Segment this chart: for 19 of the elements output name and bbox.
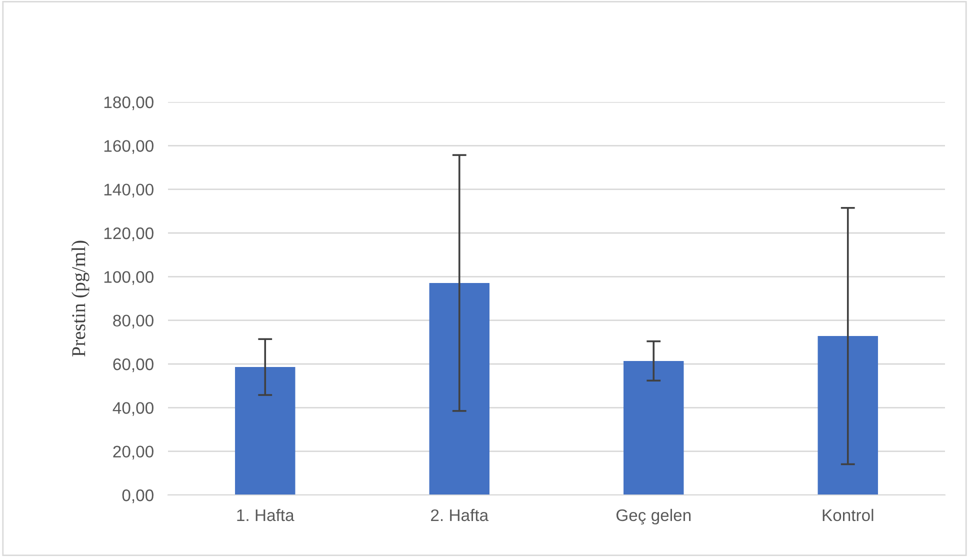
y-tick-label: 60,00 (113, 358, 154, 372)
bar (235, 367, 296, 495)
y-tick-label: 80,00 (113, 314, 154, 329)
y-tick-label: 180,00 (104, 96, 154, 110)
bar (624, 360, 684, 495)
y-tick-label: 140,00 (104, 184, 154, 198)
y-tick-label: 120,00 (104, 227, 154, 242)
x-tick-label: 1. Hafta (237, 508, 294, 522)
y-tick-label: 40,00 (112, 402, 154, 416)
y-tick-label: 20,00 (113, 446, 154, 460)
y-axis-title: Prestin (pg/ml) (72, 240, 90, 357)
x-tick-label: Kontrol (822, 508, 874, 522)
bar (818, 336, 878, 495)
x-tick-label: Geç gelen (616, 508, 691, 524)
y-tick-label: 100,00 (104, 271, 154, 285)
bar (429, 283, 490, 495)
y-tick-label: 0,00 (122, 489, 154, 504)
x-tick-label: 2. Hafta (431, 508, 489, 522)
y-tick-label: 160,00 (104, 140, 154, 154)
